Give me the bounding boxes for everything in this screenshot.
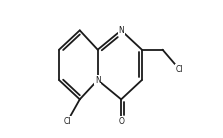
- Text: Cl: Cl: [64, 117, 71, 126]
- Text: N: N: [118, 26, 124, 35]
- Text: N: N: [95, 75, 101, 85]
- Text: O: O: [118, 117, 124, 126]
- Text: Cl: Cl: [175, 64, 183, 74]
